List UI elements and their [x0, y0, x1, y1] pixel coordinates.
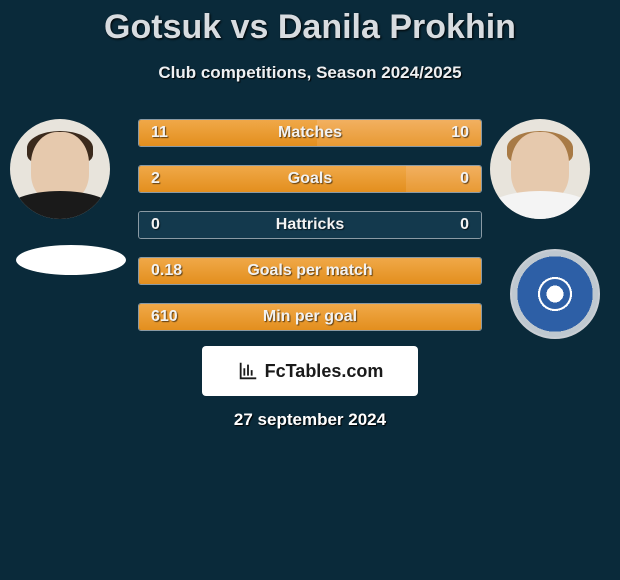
- stat-label: Matches: [278, 124, 342, 142]
- club-badge-right: [510, 249, 600, 339]
- stat-row-goals: 2 Goals 0: [138, 165, 482, 193]
- stat-right-value: 0: [460, 216, 469, 234]
- stat-left-value: 11: [151, 124, 168, 142]
- stat-row-min-per-goal: 610 Min per goal: [138, 303, 482, 331]
- page-title: Gotsuk vs Danila Prokhin: [0, 0, 620, 47]
- comparison-infographic: Gotsuk vs Danila Prokhin Club competitio…: [0, 0, 620, 580]
- stat-row-goals-per-match: 0.18 Goals per match: [138, 257, 482, 285]
- chart-icon: [237, 360, 259, 382]
- footer-date: 27 september 2024: [234, 410, 386, 430]
- stat-row-hattricks: 0 Hattricks 0: [138, 211, 482, 239]
- stat-label: Goals: [288, 170, 332, 188]
- stat-left-value: 0.18: [151, 262, 182, 280]
- stat-left-value: 610: [151, 308, 178, 326]
- club-badge-left: [16, 245, 126, 275]
- stat-right-value: 0: [460, 170, 469, 188]
- stat-label: Min per goal: [263, 308, 357, 326]
- player-avatar-right: [490, 119, 590, 219]
- brand-name: FcTables.com: [265, 361, 384, 382]
- stat-row-matches: 11 Matches 10: [138, 119, 482, 147]
- stat-right-value: 10: [451, 124, 469, 142]
- stat-label: Hattricks: [276, 216, 344, 234]
- player-avatar-left: [10, 119, 110, 219]
- stat-left-value: 0: [151, 216, 160, 234]
- stat-label: Goals per match: [247, 262, 372, 280]
- stats-bars: 11 Matches 10 2 Goals 0 0 Hattricks 0: [138, 119, 482, 349]
- subtitle: Club competitions, Season 2024/2025: [0, 63, 620, 83]
- brand-badge: FcTables.com: [202, 346, 418, 396]
- stat-left-value: 2: [151, 170, 160, 188]
